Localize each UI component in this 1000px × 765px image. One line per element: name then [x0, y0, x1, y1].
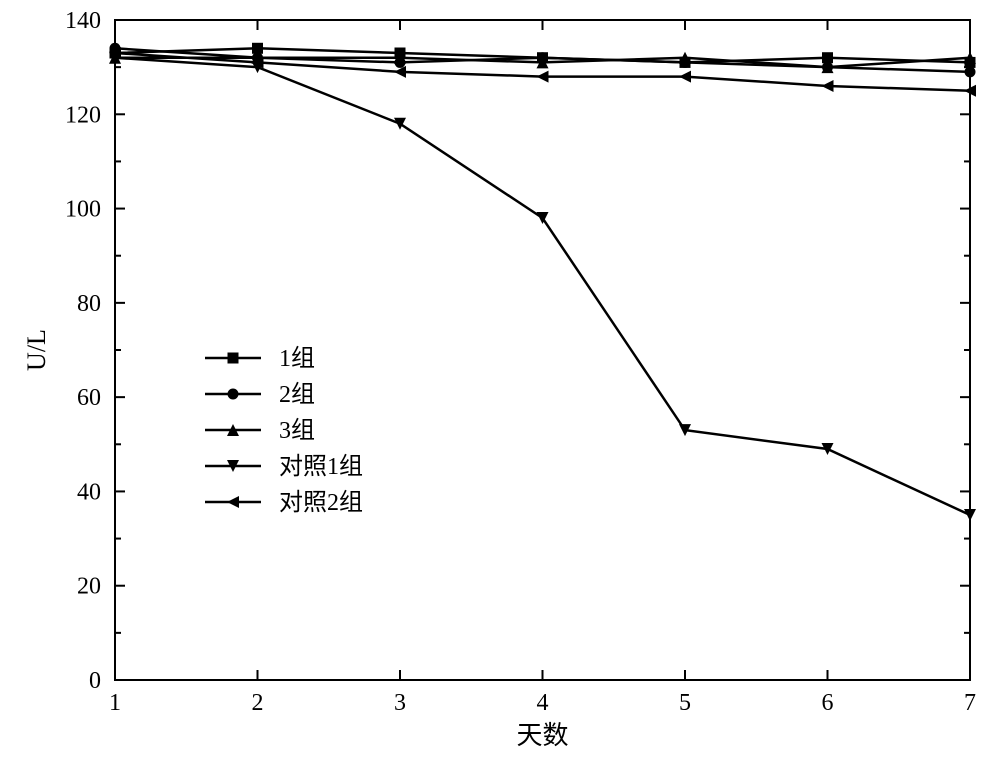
- y-tick-label: 20: [77, 574, 101, 600]
- legend-label: 3组: [279, 417, 315, 444]
- y-tick-label: 80: [77, 291, 101, 317]
- y-axis-label: U/L: [22, 329, 51, 371]
- x-tick-label: 5: [679, 690, 691, 716]
- y-tick-label: 100: [65, 197, 101, 223]
- x-tick-label: 1: [109, 690, 121, 716]
- legend-label: 2组: [279, 381, 315, 408]
- chart-container: 1 2 3 4 5 6 7 0 20 40 60 80 100 120 140 天数 U/L 1组 2组 3组对照1组…: [0, 0, 1000, 765]
- legend-label: 对照1组: [279, 453, 363, 480]
- x-tick-label: 2: [252, 690, 264, 716]
- x-tick-label: 4: [537, 690, 549, 716]
- y-tick-label: 140: [65, 8, 101, 34]
- x-tick-label: 6: [822, 690, 834, 716]
- legend-label: 1组: [279, 345, 315, 372]
- y-tick-label: 120: [65, 102, 101, 128]
- y-tick-label: 60: [77, 385, 101, 411]
- x-tick-label: 3: [394, 690, 406, 716]
- legend-label: 对照2组: [279, 489, 363, 516]
- x-tick-label: 7: [964, 690, 976, 716]
- x-axis-label: 天数: [516, 721, 568, 750]
- line-chart: 1 2 3 4 5 6 7 0 20 40 60 80 100 120 140 天数 U/L 1组 2组 3组对照1组…: [0, 0, 1000, 765]
- y-tick-label: 0: [89, 668, 101, 694]
- y-tick-label: 40: [77, 479, 101, 505]
